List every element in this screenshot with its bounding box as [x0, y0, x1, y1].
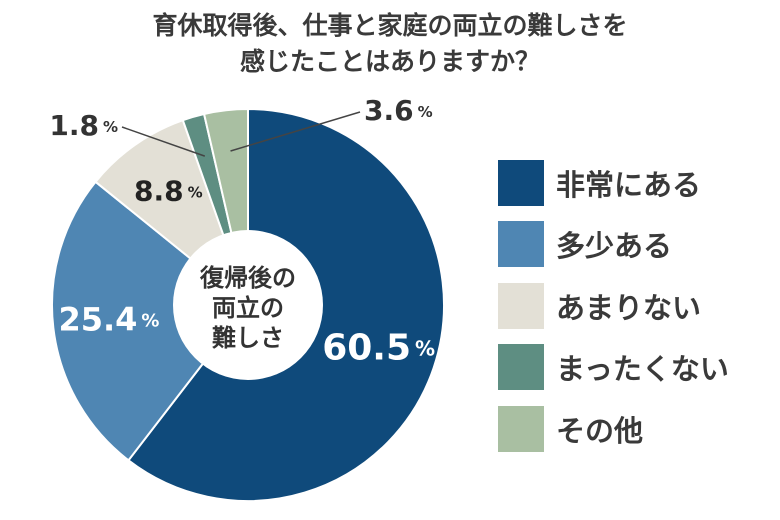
slice-1 — [51, 180, 250, 462]
legend-label-0: 非常にある — [556, 167, 702, 202]
value-label-2: 8.8% — [134, 174, 203, 207]
legend-item-2: あまりない — [498, 275, 729, 337]
chart-legend: 非常にある多少あるあまりないまったくない その他 — [498, 152, 729, 460]
legend-item-1: 多少ある — [498, 214, 729, 276]
value-label-0: 60.5% — [322, 327, 435, 368]
legend-swatch-4 — [498, 405, 544, 452]
value-label-4: 3.6% — [364, 94, 433, 127]
legend-item-0: 非常にある — [498, 152, 729, 214]
legend-label-3: まったくない — [556, 352, 729, 387]
legend-label-2: あまりない — [556, 290, 702, 325]
legend-swatch-1 — [498, 221, 544, 268]
donut-hole — [173, 230, 323, 380]
center-label-line-0: 復帰後の — [199, 264, 296, 292]
legend-label-4: その他 — [556, 413, 644, 448]
title-line-2: 感じたことはありますか？ — [239, 47, 540, 76]
legend-item-4: その他 — [498, 398, 729, 460]
leader-line-4 — [230, 111, 361, 152]
legend-label-1: 多少ある — [556, 229, 673, 264]
leader-line-3 — [121, 126, 206, 157]
legend-swatch-3 — [498, 344, 544, 391]
center-label-line-1: 両立の — [212, 294, 284, 322]
title-line-1: 育休取得後、仕事と家庭の両立の難しさを — [152, 11, 628, 40]
center-label-line-2: 難しさ — [212, 324, 284, 352]
chart-title: 育休取得後、仕事と家庭の両立の難しさを 感じたことはありますか？ — [0, 8, 780, 80]
legend-swatch-0 — [498, 159, 544, 206]
legend-item-3: まったくない — [498, 337, 729, 399]
value-label-3: 1.8% — [49, 109, 118, 142]
value-label-1: 25.4% — [58, 300, 159, 338]
legend-swatch-2 — [498, 282, 544, 329]
